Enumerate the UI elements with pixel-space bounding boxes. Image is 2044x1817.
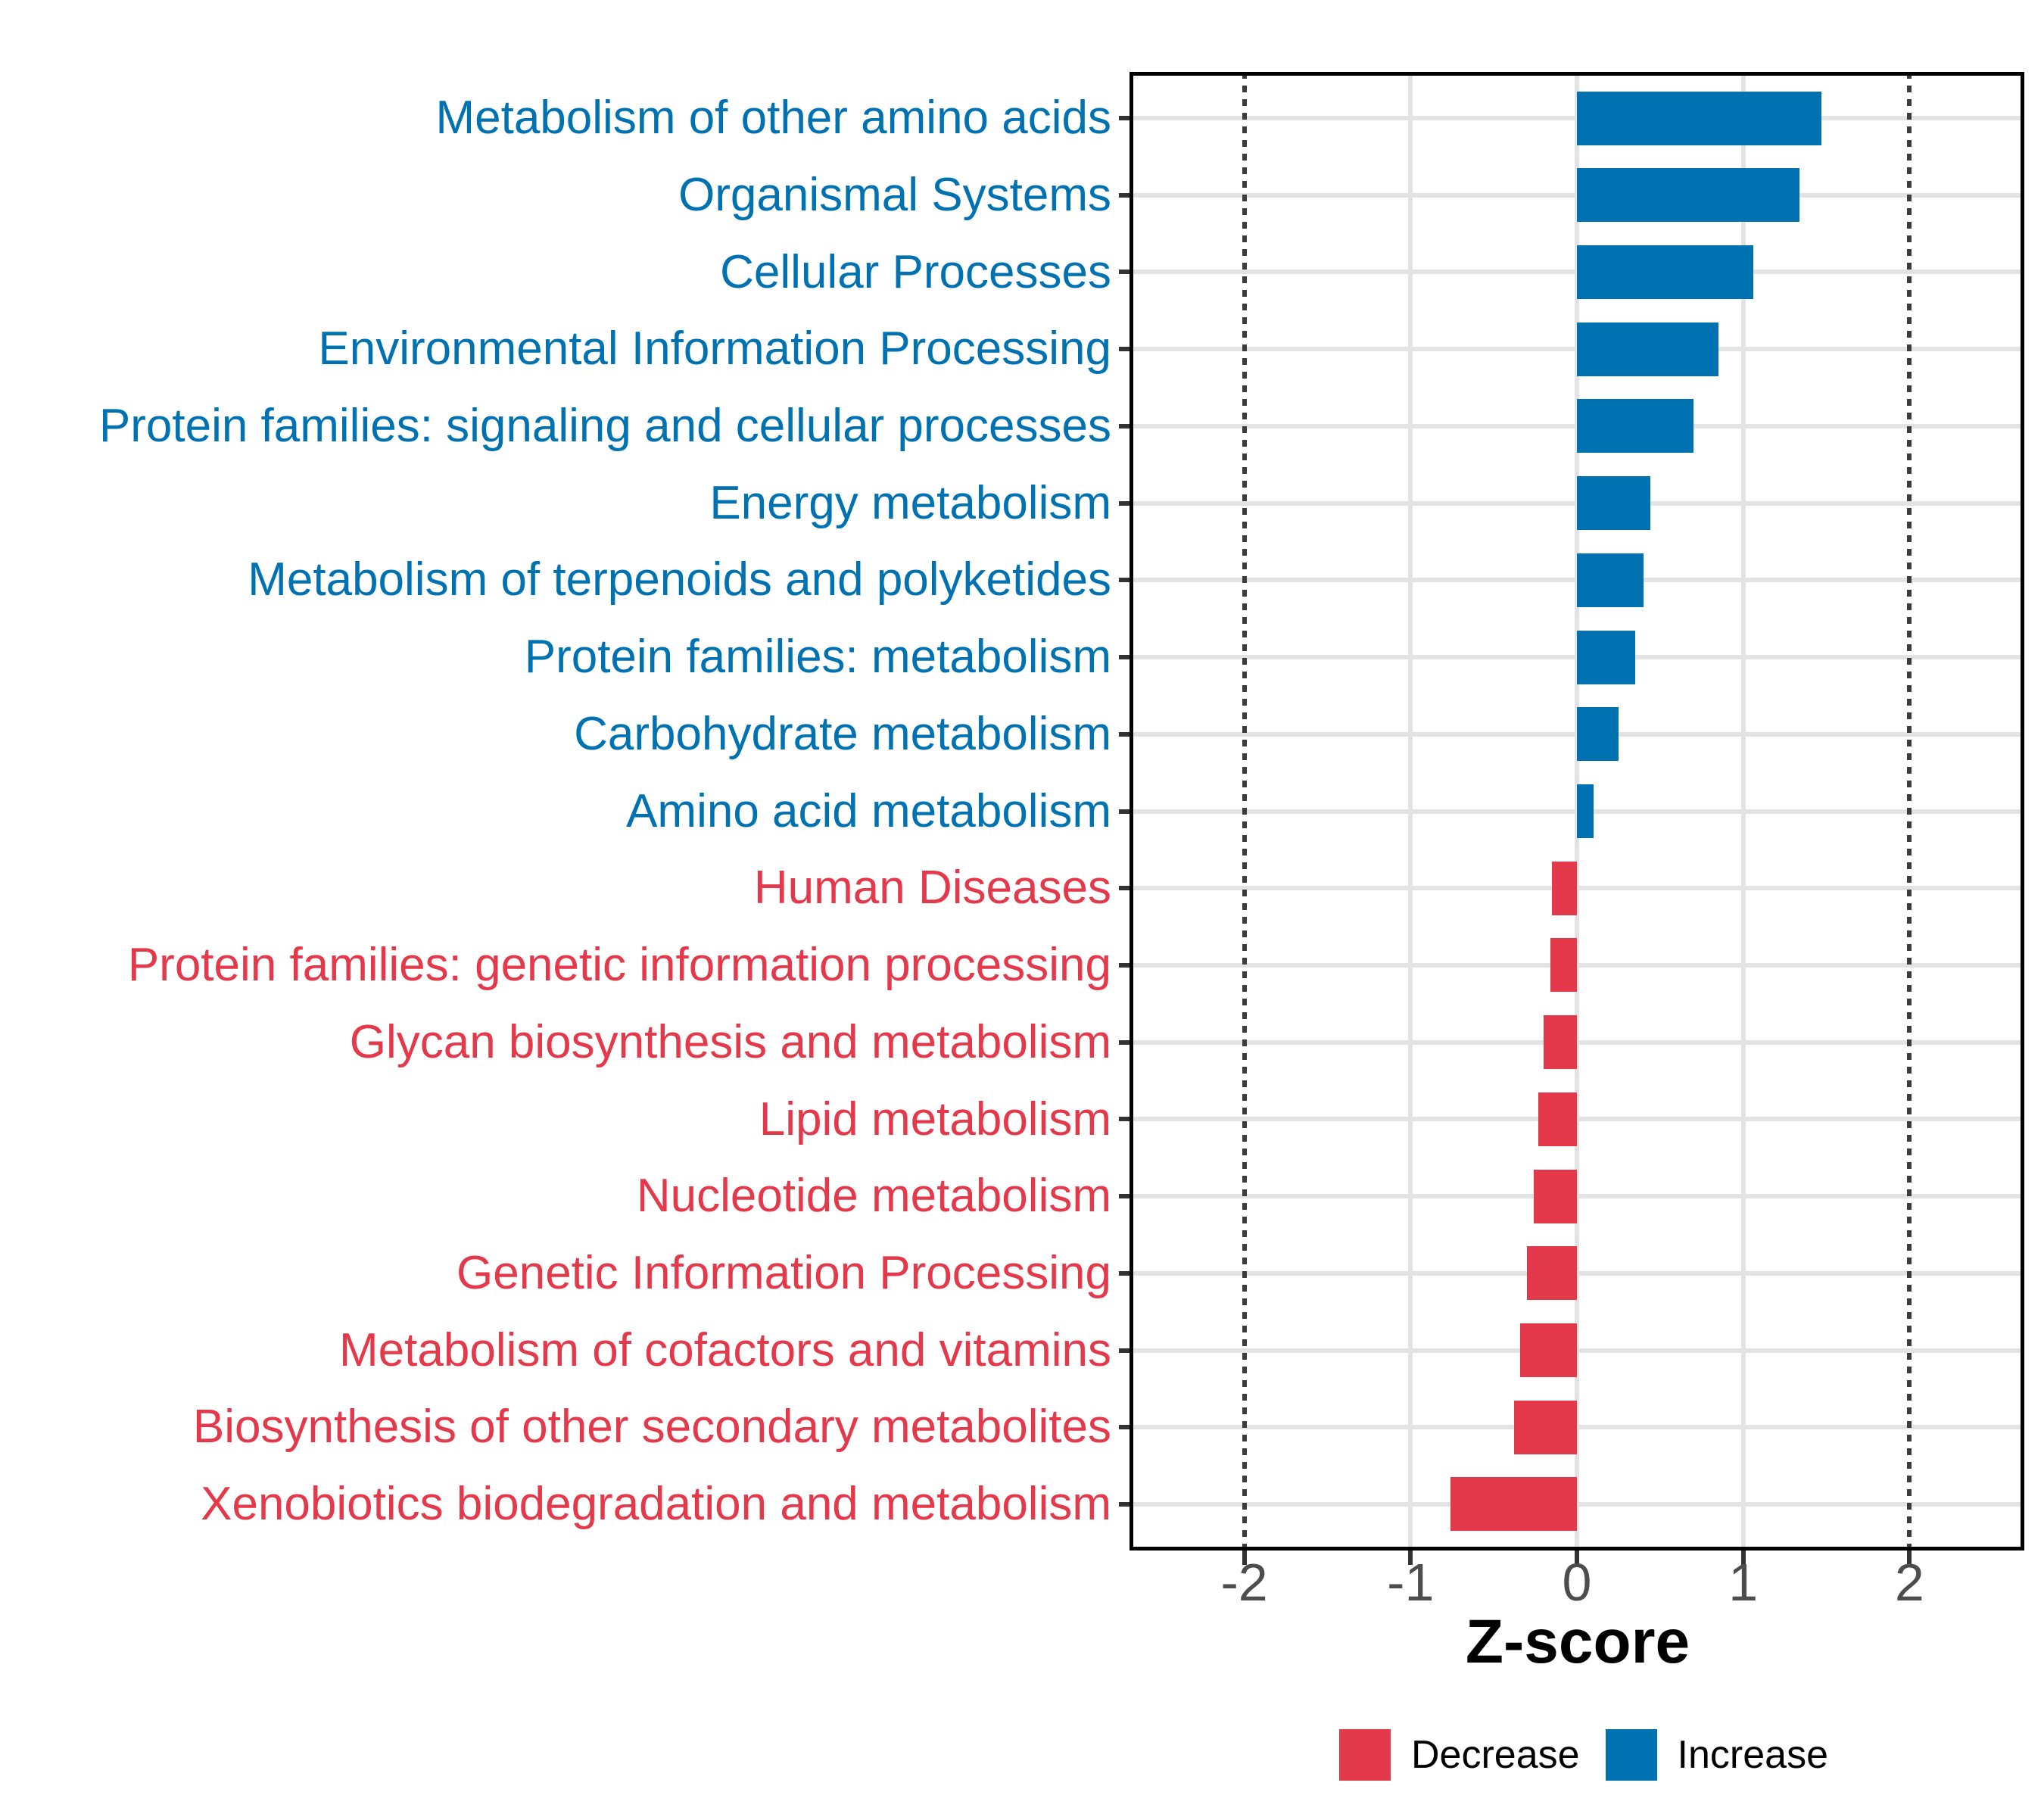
legend-swatch-increase-icon xyxy=(1605,1729,1657,1781)
legend-label-increase: Increase xyxy=(1677,1733,1828,1777)
bar xyxy=(1550,938,1577,993)
x-axis-tick xyxy=(1408,1551,1413,1565)
y-axis-tick xyxy=(1119,270,1129,275)
y-axis-label: Human Diseases xyxy=(753,862,1111,915)
bar xyxy=(1520,1323,1577,1378)
bar xyxy=(1577,322,1718,376)
legend-item-decrease: Decrease xyxy=(1338,1729,1580,1781)
y-axis-label: Protein families: signaling and cellular… xyxy=(98,400,1111,453)
plot-panel xyxy=(1129,72,2024,1551)
bar xyxy=(1552,861,1577,915)
y-axis-label: Energy metabolism xyxy=(709,476,1111,529)
x-axis-tick xyxy=(1575,1551,1579,1565)
x-axis-tick-label: 0 xyxy=(1562,1553,1592,1612)
legend-item-increase: Increase xyxy=(1605,1729,1828,1781)
y-axis-tick xyxy=(1119,192,1129,198)
y-axis-tick xyxy=(1119,1348,1129,1353)
bar xyxy=(1538,1092,1577,1146)
y-axis-tick xyxy=(1119,116,1129,121)
x-axis-tick-label: 2 xyxy=(1894,1553,1924,1612)
x-axis-tick-label: 1 xyxy=(1728,1553,1759,1612)
bar xyxy=(1577,784,1594,838)
x-axis-title: Z-score xyxy=(1465,1607,1690,1676)
y-axis-label: Genetic Information Processing xyxy=(456,1246,1111,1299)
y-axis-label: Lipid metabolism xyxy=(759,1092,1111,1145)
y-axis-label: Xenobiotics biodegradation and metabolis… xyxy=(201,1478,1111,1531)
y-axis-tick xyxy=(1119,962,1129,968)
bar xyxy=(1544,1015,1577,1070)
x-axis-tick xyxy=(1740,1551,1746,1565)
y-axis-label: Metabolism of cofactors and vitamins xyxy=(339,1323,1111,1376)
threshold-line xyxy=(1907,72,1912,1551)
y-axis-label: Glycan biosynthesis and metabolism xyxy=(349,1015,1111,1068)
y-axis-tick xyxy=(1119,1501,1129,1507)
y-axis-label: Protein families: genetic information pr… xyxy=(127,939,1111,992)
threshold-line xyxy=(1242,72,1247,1551)
bar xyxy=(1513,1400,1577,1454)
x-axis-tick-label: -2 xyxy=(1220,1553,1268,1612)
bar xyxy=(1450,1477,1577,1532)
x-axis-tick xyxy=(1242,1551,1247,1565)
y-axis-tick xyxy=(1119,1117,1129,1122)
y-axis-tick xyxy=(1119,1425,1129,1430)
y-axis-tick xyxy=(1119,886,1129,891)
legend-swatch-decrease-icon xyxy=(1338,1729,1391,1781)
y-axis-label: Protein families: metabolism xyxy=(524,631,1111,684)
y-axis-tick xyxy=(1119,1194,1129,1199)
y-axis-label: Carbohydrate metabolism xyxy=(574,707,1111,760)
bar xyxy=(1577,245,1753,299)
y-axis-tick xyxy=(1119,578,1129,583)
y-axis-label: Amino acid metabolism xyxy=(626,784,1111,837)
y-axis-tick xyxy=(1119,655,1129,660)
gridline-vertical xyxy=(1740,72,1746,1551)
bar xyxy=(1577,91,1821,145)
y-axis-tick xyxy=(1119,731,1129,737)
y-axis-tick xyxy=(1119,347,1129,352)
bar xyxy=(1533,1169,1577,1223)
y-axis-label: Metabolism of other amino acids xyxy=(435,92,1111,145)
y-axis-labels: Metabolism of other amino acids Organisma… xyxy=(98,92,1111,1531)
bar xyxy=(1577,476,1650,531)
bar xyxy=(1577,168,1800,223)
y-axis-label: Nucleotide metabolism xyxy=(636,1170,1111,1223)
bar xyxy=(1577,707,1619,762)
bar xyxy=(1527,1246,1577,1301)
x-axis-tick-label: -1 xyxy=(1387,1553,1435,1612)
x-axis-tick xyxy=(1907,1551,1912,1565)
y-axis-label: Biosynthesis of other secondary metaboli… xyxy=(192,1401,1111,1454)
y-axis-label: Organismal Systems xyxy=(678,168,1111,221)
bar xyxy=(1577,630,1635,684)
bar xyxy=(1577,553,1644,607)
legend: Decrease Increase xyxy=(1281,1728,1887,1782)
y-axis-tick xyxy=(1119,1270,1129,1276)
legend-label-decrease: Decrease xyxy=(1410,1733,1580,1777)
y-axis-label: Environmental Information Processing xyxy=(318,323,1111,376)
bar xyxy=(1577,399,1693,453)
y-axis-tick xyxy=(1119,500,1129,506)
y-axis-tick xyxy=(1119,1039,1129,1045)
y-axis-tick xyxy=(1119,423,1129,429)
y-axis-label: Metabolism of terpenoids and polyketides xyxy=(248,553,1111,606)
y-axis-label: Cellular Processes xyxy=(720,245,1111,298)
gridline-vertical xyxy=(1408,72,1413,1551)
y-axis-tick xyxy=(1119,809,1129,814)
